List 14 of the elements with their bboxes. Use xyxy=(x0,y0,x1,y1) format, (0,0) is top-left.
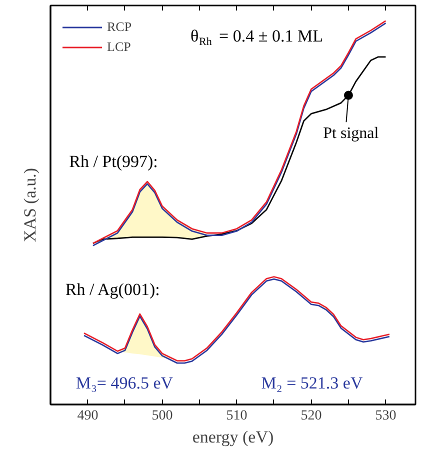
y-axis-title: XAS (a.u.) xyxy=(20,168,40,242)
x-axis-title: energy (eV) xyxy=(192,428,274,446)
x-tick-label: 520 xyxy=(300,408,322,424)
x-tick-label: 530 xyxy=(375,408,396,424)
x-tick-label: 500 xyxy=(152,408,173,424)
annotation: M₂ = 521.3 eV xyxy=(261,374,364,393)
annotation: Pt signal xyxy=(323,125,380,142)
x-tick-label: 490 xyxy=(77,408,98,424)
annotation: Rh / Ag(001): xyxy=(65,280,160,299)
legend-label: RCP xyxy=(107,19,132,35)
x-tick-label: 510 xyxy=(226,408,248,424)
legend-label: LCP xyxy=(107,39,131,55)
annotation: Rh / Pt(997): xyxy=(69,152,158,172)
annotation: M₃= 496.5 eV xyxy=(76,374,174,393)
